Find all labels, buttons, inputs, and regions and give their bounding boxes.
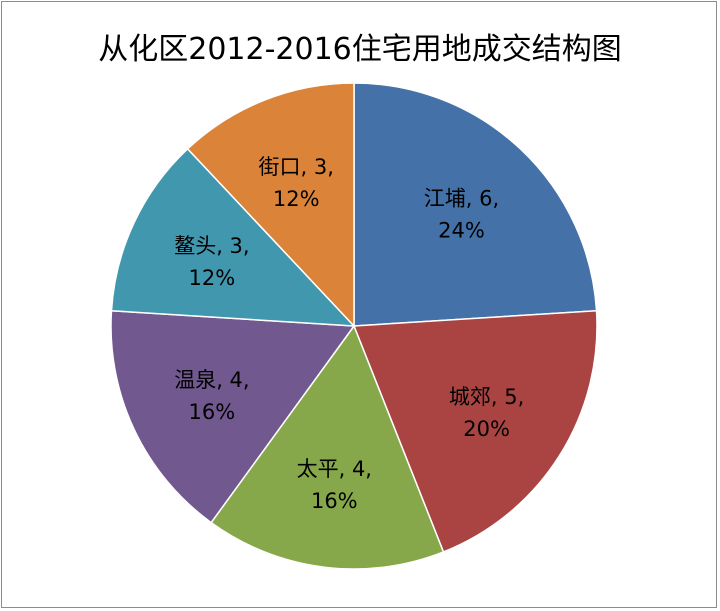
data-label-line2: 12% [189,266,236,290]
data-label-line1: 太平, 4, [297,457,372,481]
pie-slices [110,82,598,570]
data-label-2: 城郊, 5, 20% [449,385,524,441]
data-label-3: 太平, 4, 16% [297,457,372,513]
data-label-line2: 12% [273,187,320,211]
data-label-line1: 鳌头, 3, [174,234,249,258]
data-label-line1: 城郊, 5, [449,385,524,409]
data-label-1: 江埔, 6, 24% [424,187,499,243]
data-label-line1: 街口, 3, [259,155,334,179]
data-label-6: 街口, 3, 12% [259,155,334,211]
data-label-line2: 24% [438,219,485,243]
data-label-line2: 20% [463,417,510,441]
data-label-line1: 江埔, 6, [424,187,499,211]
chart-title: 从化区2012-2016住宅用地成交结构图 [98,32,622,67]
pie-slice-6 [186,82,355,328]
data-label-4: 温泉, 4, 16% [174,368,249,424]
data-label-5: 鳌头, 3, 12% [174,234,249,290]
data-label-line2: 16% [311,489,358,513]
pie-slice-4 [110,309,356,524]
data-label-line1: 温泉, 4, [174,368,249,392]
data-label-line2: 16% [189,400,236,424]
pie-labels: 江埔, 6, 24% 城郊, 5, 20% 太平, 4, 16% 温泉, 4, 16% 鳌头, … [174,155,524,513]
pie-slice-1 [353,82,598,327]
pie-slice-5 [110,147,356,327]
pie-slice-2 [352,309,598,553]
pie-slice-3 [210,324,445,570]
